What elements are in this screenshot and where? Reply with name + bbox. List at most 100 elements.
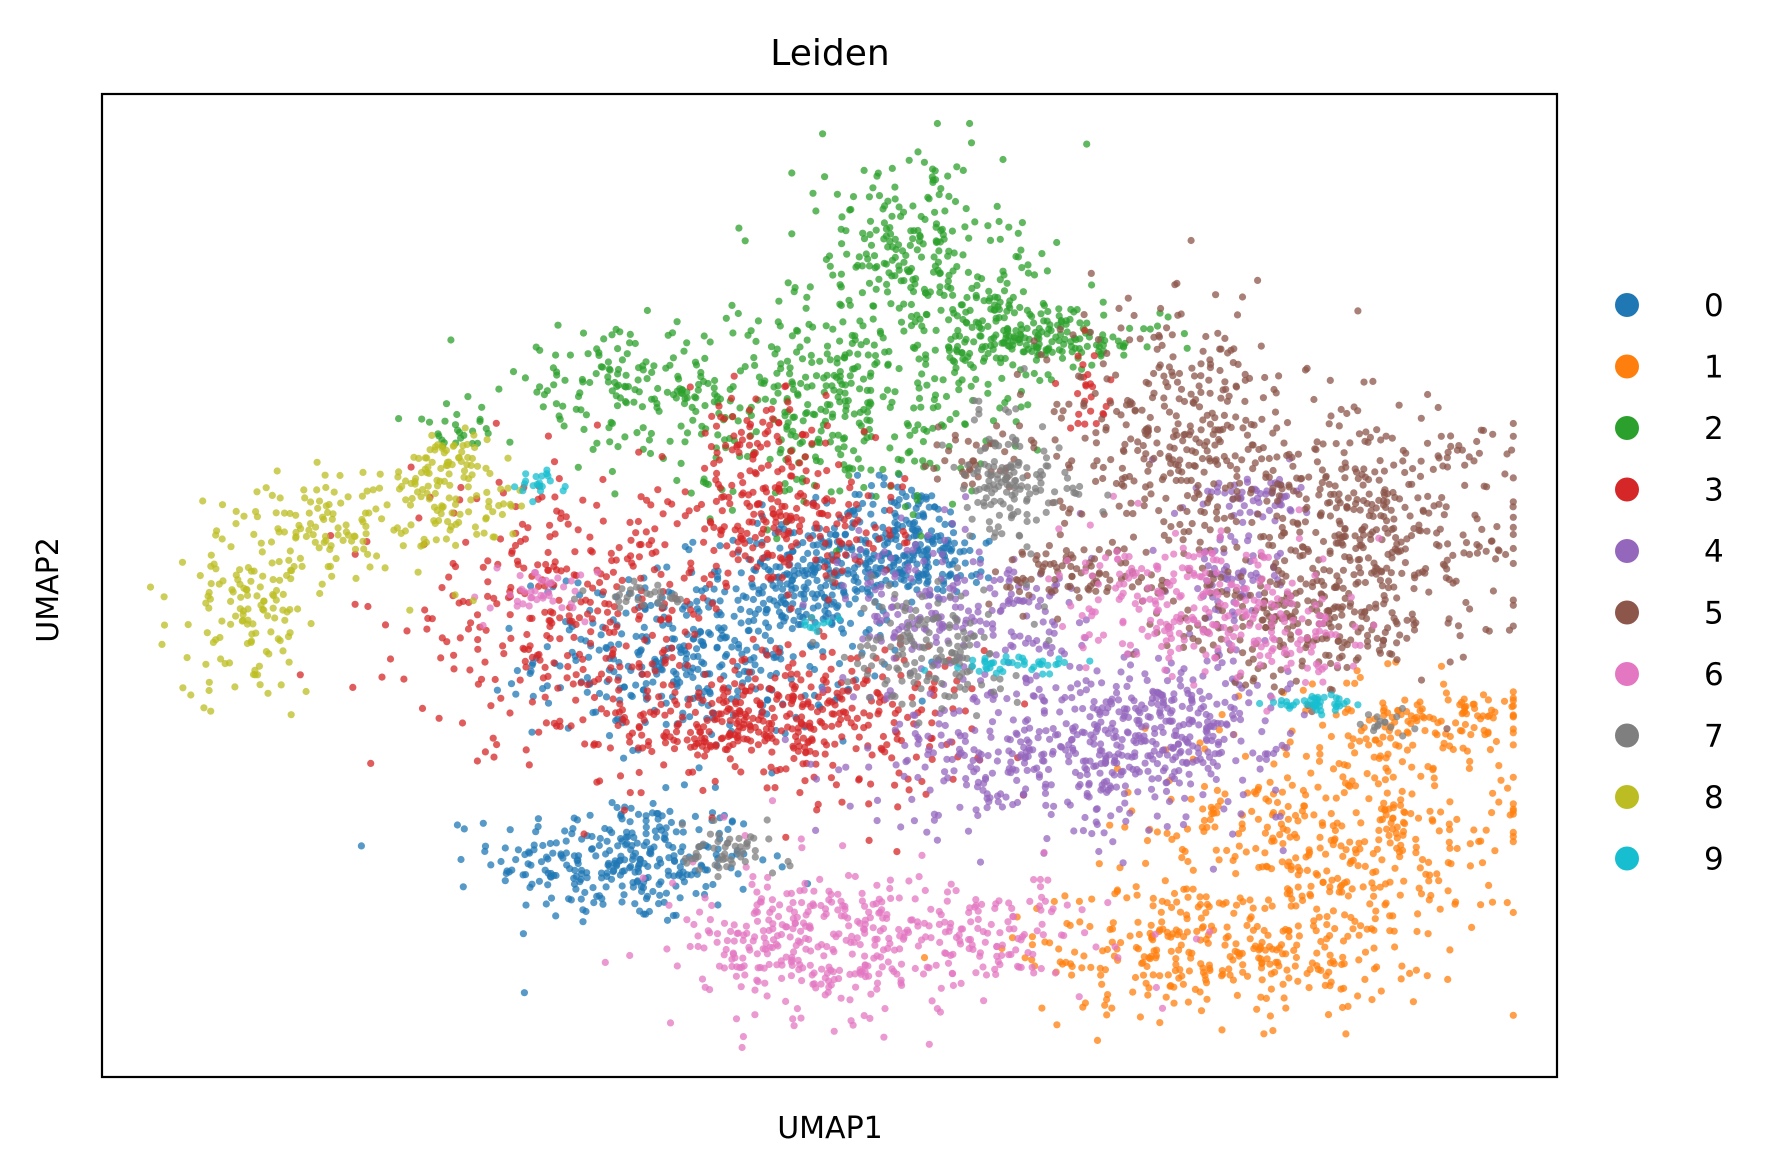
point-cluster-2 — [593, 439, 601, 447]
point-cluster-2 — [728, 506, 737, 514]
point-cluster-5 — [1209, 575, 1217, 583]
point-cluster-1 — [1365, 795, 1373, 803]
point-cluster-2 — [836, 337, 844, 345]
point-cluster-0 — [709, 880, 717, 889]
point-cluster-0 — [589, 884, 597, 892]
point-cluster-2 — [729, 487, 737, 496]
point-cluster-3 — [438, 584, 446, 592]
point-cluster-2 — [920, 158, 929, 166]
point-cluster-3 — [700, 575, 708, 583]
point-cluster-4 — [1117, 743, 1125, 751]
point-cluster-3 — [407, 463, 415, 471]
point-cluster-2 — [829, 431, 837, 439]
point-cluster-2 — [650, 362, 658, 370]
point-cluster-3 — [784, 398, 792, 406]
point-cluster-2 — [839, 318, 847, 326]
point-cluster-3 — [507, 634, 515, 643]
point-cluster-4 — [891, 629, 899, 637]
point-cluster-0 — [961, 559, 969, 567]
point-cluster-1 — [1249, 926, 1257, 934]
point-cluster-3 — [793, 504, 801, 513]
point-cluster-3 — [457, 483, 465, 492]
point-cluster-1 — [1185, 967, 1193, 975]
point-cluster-3 — [555, 596, 563, 604]
point-cluster-3 — [643, 496, 651, 504]
point-cluster-3 — [828, 722, 836, 730]
point-cluster-1 — [1370, 926, 1378, 934]
point-cluster-2 — [822, 322, 830, 330]
point-cluster-3 — [814, 470, 822, 478]
point-cluster-4 — [1049, 725, 1057, 733]
point-cluster-3 — [615, 544, 623, 552]
point-cluster-3 — [758, 541, 766, 549]
point-cluster-3 — [590, 740, 599, 748]
point-cluster-4 — [891, 726, 899, 734]
point-cluster-2 — [845, 471, 853, 480]
point-cluster-1 — [1338, 1003, 1347, 1012]
point-cluster-4 — [1171, 753, 1180, 761]
point-cluster-1 — [1352, 809, 1360, 817]
point-cluster-2 — [1038, 328, 1046, 336]
point-cluster-2 — [478, 403, 486, 411]
point-cluster-2 — [885, 269, 893, 277]
point-cluster-2 — [837, 270, 846, 278]
point-cluster-4 — [1076, 664, 1084, 672]
point-cluster-4 — [1130, 697, 1138, 705]
point-cluster-4 — [938, 558, 947, 566]
point-cluster-3 — [713, 469, 721, 477]
point-cluster-1 — [1389, 825, 1397, 833]
point-cluster-0 — [935, 515, 943, 523]
point-cluster-1 — [1193, 927, 1201, 936]
point-cluster-3 — [851, 520, 859, 528]
point-cluster-0 — [577, 875, 585, 884]
point-cluster-0 — [631, 849, 640, 857]
point-cluster-3 — [718, 734, 727, 742]
point-cluster-2 — [894, 241, 903, 249]
point-cluster-2 — [1095, 342, 1103, 351]
point-cluster-3 — [784, 591, 792, 599]
point-cluster-1 — [1370, 884, 1378, 892]
point-cluster-1 — [1176, 908, 1185, 916]
point-cluster-2 — [673, 318, 681, 326]
point-cluster-3 — [622, 642, 630, 650]
point-cluster-0 — [652, 833, 661, 841]
point-cluster-1 — [1338, 881, 1346, 889]
point-cluster-4 — [1082, 677, 1090, 685]
point-cluster-3 — [516, 676, 524, 684]
point-cluster-4 — [1040, 709, 1048, 717]
point-cluster-3 — [821, 723, 829, 731]
point-cluster-0 — [773, 852, 781, 860]
point-cluster-2 — [614, 345, 622, 353]
point-cluster-3 — [647, 501, 655, 509]
point-cluster-0 — [626, 864, 634, 872]
point-cluster-0 — [651, 827, 659, 835]
point-cluster-1 — [1416, 864, 1424, 872]
point-cluster-3 — [733, 441, 742, 449]
point-cluster-2 — [939, 376, 947, 384]
point-cluster-1 — [1261, 904, 1269, 913]
point-cluster-0 — [939, 587, 947, 595]
point-cluster-0 — [739, 885, 747, 893]
point-cluster-1 — [1395, 848, 1404, 856]
point-cluster-2 — [560, 422, 568, 430]
point-cluster-4 — [1146, 752, 1155, 760]
point-cluster-4 — [989, 695, 997, 704]
point-cluster-3 — [754, 741, 763, 749]
point-cluster-3 — [1074, 419, 1082, 427]
point-cluster-1 — [1382, 754, 1390, 762]
point-cluster-4 — [1096, 746, 1104, 755]
point-cluster-4 — [1013, 730, 1021, 739]
point-cluster-1 — [1215, 726, 1223, 734]
point-cluster-1 — [1368, 996, 1376, 1004]
point-cluster-0 — [647, 601, 655, 610]
point-cluster-3 — [950, 686, 958, 694]
point-cluster-0 — [744, 675, 752, 683]
point-cluster-0 — [879, 523, 887, 532]
point-cluster-4 — [1082, 757, 1090, 765]
point-cluster-3 — [701, 670, 709, 679]
point-cluster-2 — [1001, 354, 1009, 363]
point-cluster-4 — [1092, 818, 1100, 826]
point-cluster-3 — [753, 563, 761, 571]
point-cluster-4 — [1047, 781, 1055, 789]
point-cluster-2 — [1000, 287, 1009, 295]
